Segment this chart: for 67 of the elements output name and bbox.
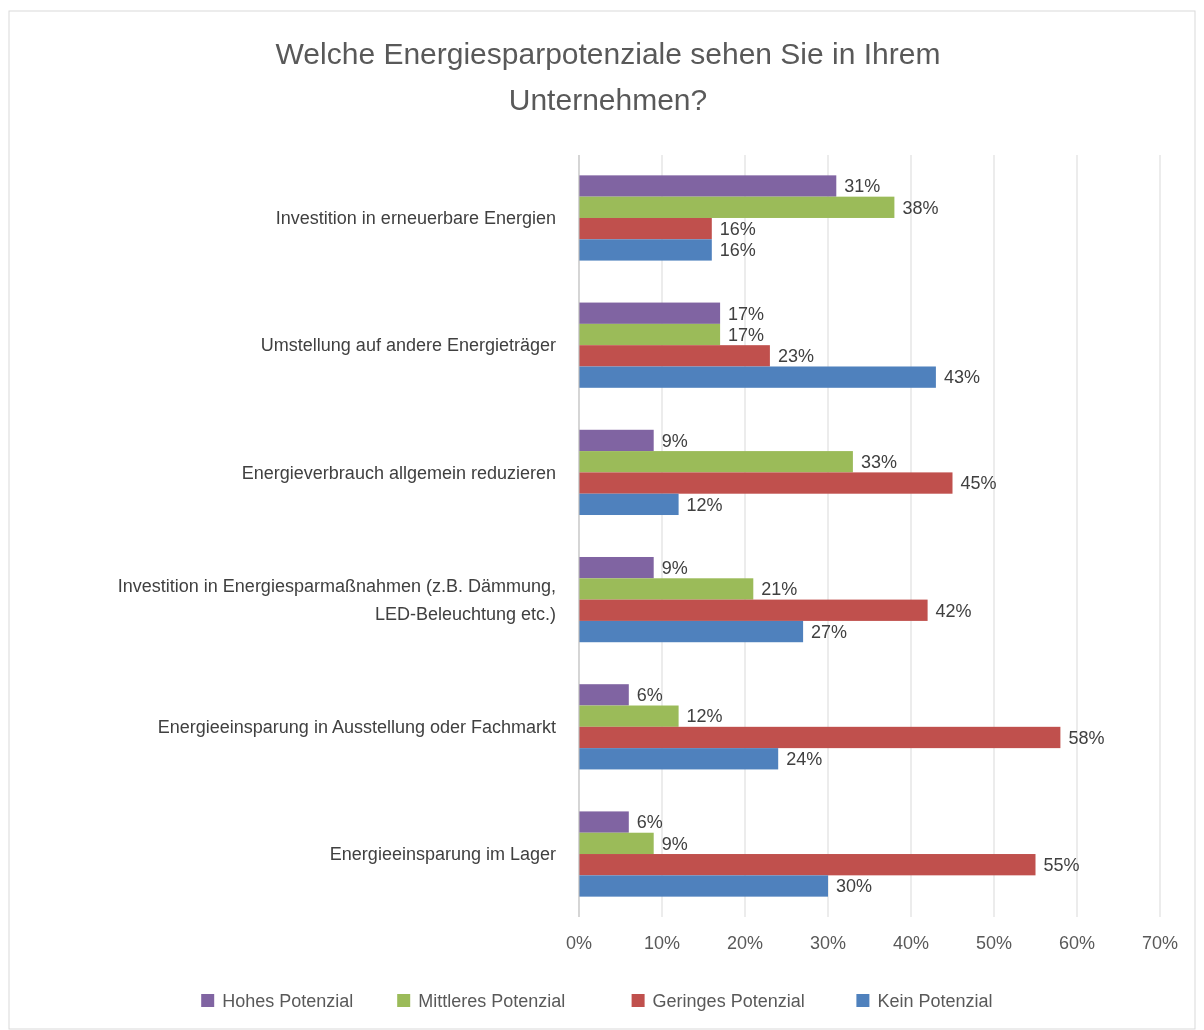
data-label: 12% xyxy=(686,494,723,515)
legend-label: Hohes Potenzial xyxy=(222,991,354,1012)
bar xyxy=(579,472,953,494)
x-tick-label: 60% xyxy=(1058,933,1096,953)
bar xyxy=(579,832,654,855)
data-label: 30% xyxy=(836,876,873,897)
data-label: 31% xyxy=(844,176,881,197)
legend-label: Mittleres Potenzial xyxy=(418,991,566,1012)
bar xyxy=(579,493,679,516)
bar xyxy=(579,175,837,197)
x-tick-label: 20% xyxy=(726,933,764,953)
x-tick-label: 50% xyxy=(975,933,1013,953)
x-tick-label: 10% xyxy=(643,933,681,953)
data-label: 17% xyxy=(728,303,765,324)
data-label: 27% xyxy=(811,621,848,642)
bar xyxy=(579,684,629,706)
bar xyxy=(579,345,770,367)
data-label: 43% xyxy=(943,367,980,388)
bar xyxy=(579,875,828,897)
y-tick-label: Investition in Energiesparmaßnahmen (z.B. Dämmung, LED-Beleuchtung etc.) xyxy=(117,575,556,624)
x-tick-label: 0% xyxy=(565,933,593,953)
legend-label: Kein Potenzial xyxy=(877,991,993,1012)
bar xyxy=(579,366,936,388)
y-tick-label: Energieeinsparung in Ausstellung oder Fachmarkt xyxy=(157,717,556,738)
data-label: 12% xyxy=(686,706,723,727)
legend-label: Geringes Potenzial xyxy=(652,991,805,1012)
y-tick-label: Energieverbrauch allgemein reduzieren xyxy=(241,462,556,483)
y-tick-label: Energieeinsparung im Lager xyxy=(329,844,556,865)
bar xyxy=(579,726,1061,749)
bar xyxy=(579,599,928,621)
data-label: 42% xyxy=(935,600,972,621)
bar xyxy=(579,451,853,473)
x-tick-label: 30% xyxy=(809,933,847,953)
data-label: 6% xyxy=(636,812,663,833)
data-label: 9% xyxy=(661,833,688,854)
bar xyxy=(579,748,779,770)
x-tick-label: 40% xyxy=(892,933,930,953)
x-tick-label: 70% xyxy=(1141,933,1179,953)
data-label: 45% xyxy=(960,473,997,494)
bar xyxy=(579,705,679,727)
data-label: 9% xyxy=(661,430,688,451)
y-tick-label: Umstellung auf andere Energieträger xyxy=(260,335,557,356)
data-label: 24% xyxy=(786,749,823,770)
y-tick-label: Investition in erneuerbare Energien xyxy=(275,208,556,229)
data-label: 33% xyxy=(860,452,897,473)
data-label: 16% xyxy=(719,240,756,261)
bar xyxy=(579,854,1036,876)
chart-title: Welche Energiesparpotenziale sehen Sie in Ihrem Unternehmen? xyxy=(275,37,941,116)
bar xyxy=(579,811,629,833)
data-label: 55% xyxy=(1043,854,1080,875)
data-label: 16% xyxy=(719,218,756,239)
bar xyxy=(579,323,721,346)
bar xyxy=(579,578,754,600)
data-label: 17% xyxy=(728,324,765,345)
bar xyxy=(579,217,712,240)
data-label: 58% xyxy=(1068,727,1105,748)
bar xyxy=(579,239,712,261)
data-label: 21% xyxy=(761,579,798,600)
data-label: 9% xyxy=(661,557,688,578)
bar xyxy=(579,429,654,452)
bar xyxy=(579,556,654,579)
data-label: 6% xyxy=(636,685,663,706)
bar xyxy=(579,620,804,643)
bar xyxy=(579,302,721,324)
data-label: 38% xyxy=(902,197,939,218)
data-label: 23% xyxy=(777,346,814,367)
bar xyxy=(579,196,895,218)
